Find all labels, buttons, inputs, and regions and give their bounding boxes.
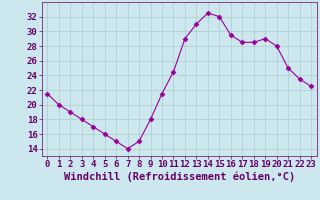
X-axis label: Windchill (Refroidissement éolien,°C): Windchill (Refroidissement éolien,°C) bbox=[64, 172, 295, 182]
